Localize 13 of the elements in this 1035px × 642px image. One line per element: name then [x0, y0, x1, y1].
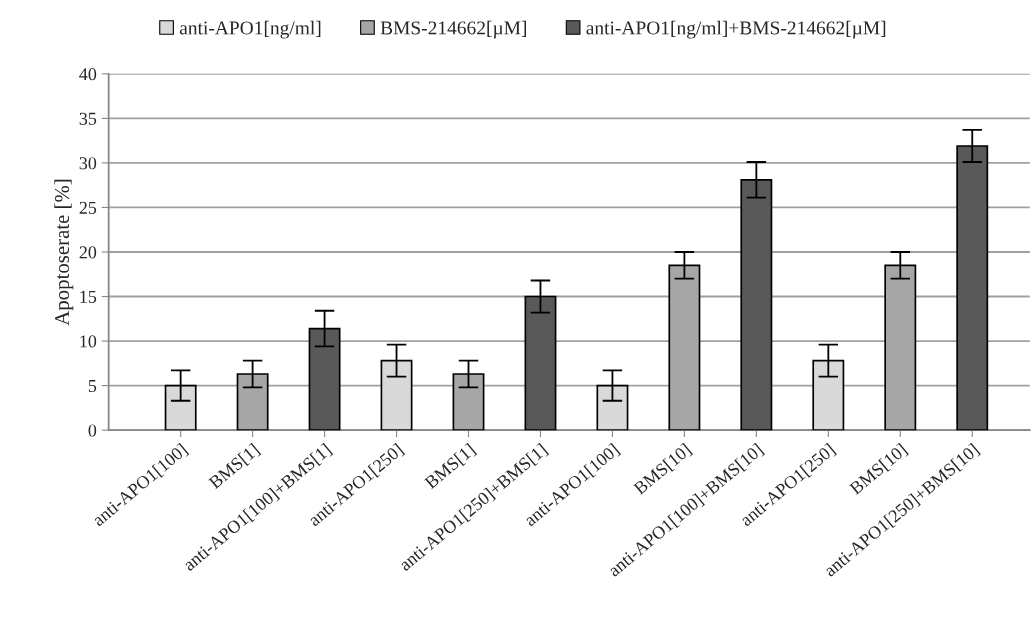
y-tick-label: 5: [88, 380, 97, 393]
legend-label: anti-APO1[ng/ml]: [179, 20, 321, 39]
y-tick-label: 30: [79, 157, 97, 170]
y-tick-label: 40: [79, 68, 97, 81]
y-tick-label: 20: [79, 246, 97, 259]
y-tick-label: 25: [79, 201, 97, 214]
legend-label: anti-APO1[ng/ml]+BMS-214662[µM]: [586, 20, 886, 39]
y-tick-label: 15: [80, 290, 97, 303]
legend-label: BMS-214662[µM]: [380, 20, 526, 39]
y-tick-label: 10: [80, 335, 97, 348]
y-tick-label: 35: [79, 112, 97, 125]
y-tick-label: 0: [88, 424, 97, 437]
y-axis-title: Apoptoserate [%]: [54, 179, 74, 326]
